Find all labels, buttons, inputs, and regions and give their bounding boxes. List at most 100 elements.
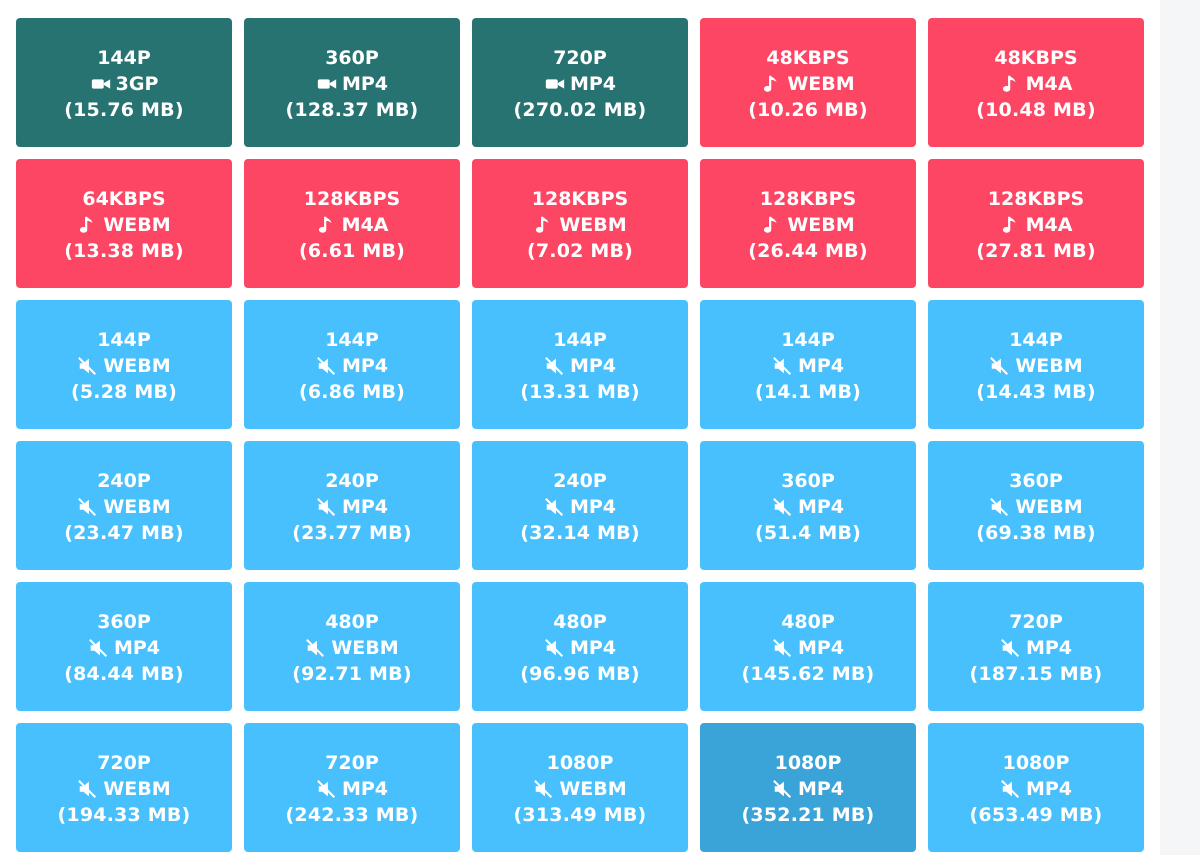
file-size-label: (194.33 MB) [57,803,191,826]
format-ext-label: MP4 [569,354,617,377]
muted-speaker-icon [772,638,794,658]
format-line: MP4 [316,776,388,802]
format-ext-label: M4A [1025,213,1073,236]
download-option-button[interactable]: 360P WEBM (69.38 MB) [928,441,1144,570]
file-size-label: (6.61 MB) [298,239,406,262]
download-option-button[interactable]: 128KBPS M4A (6.61 MB) [244,159,460,288]
file-size-label: (313.49 MB) [513,803,647,826]
format-ext-label: MP4 [797,636,845,659]
format-ext-label: WEBM [1015,495,1083,518]
download-option-button[interactable]: 360P MP4 (128.37 MB) [244,18,460,147]
download-option-button[interactable]: 48KBPS M4A (10.48 MB) [928,18,1144,147]
file-size-label: (6.86 MB) [298,380,406,403]
download-option-button[interactable]: 480P MP4 (145.62 MB) [700,582,916,711]
download-options-panel: 144P 3GP (15.76 MB) 360P MP4 (128.37 MB) 720P M… [16,18,1144,852]
file-size-label: (5.28 MB) [70,380,178,403]
music-note-icon [533,215,555,235]
download-option-button[interactable]: 64KBPS WEBM (13.38 MB) [16,159,232,288]
format-ext-label: MP4 [569,495,617,518]
muted-speaker-icon [544,638,566,658]
format-ext-label: WEBM [1015,354,1083,377]
music-note-icon [77,215,99,235]
quality-label: 360P [1009,469,1063,492]
quality-label: 720P [553,46,607,69]
download-option-button[interactable]: 128KBPS M4A (27.81 MB) [928,159,1144,288]
quality-label: 1080P [1002,751,1070,774]
download-option-button[interactable]: 720P MP4 (270.02 MB) [472,18,688,147]
quality-label: 240P [97,469,151,492]
download-option-button[interactable]: 128KBPS WEBM (26.44 MB) [700,159,916,288]
quality-label: 128KBPS [303,187,401,210]
format-line: MP4 [316,494,388,520]
quality-label: 360P [325,46,379,69]
download-option-button[interactable]: 144P WEBM (14.43 MB) [928,300,1144,429]
quality-label: 720P [97,751,151,774]
format-line: MP4 [544,494,616,520]
format-ext-label: M4A [341,213,389,236]
format-line: MP4 [1000,776,1072,802]
download-option-button[interactable]: 1080P MP4 (352.21 MB) [700,723,916,852]
file-size-label: (92.71 MB) [292,662,412,685]
format-ext-label: WEBM [787,213,855,236]
format-line: MP4 [772,635,844,661]
format-line: WEBM [77,494,171,520]
download-option-button[interactable]: 360P MP4 (84.44 MB) [16,582,232,711]
download-option-button[interactable]: 144P MP4 (13.31 MB) [472,300,688,429]
file-size-label: (14.1 MB) [754,380,862,403]
format-line: MP4 [544,635,616,661]
file-size-label: (23.47 MB) [64,521,184,544]
file-size-label: (10.48 MB) [976,98,1096,121]
quality-label: 64KBPS [82,187,166,210]
download-option-button[interactable]: 480P WEBM (92.71 MB) [244,582,460,711]
quality-label: 144P [553,328,607,351]
quality-label: 480P [553,610,607,633]
muted-speaker-icon [1000,779,1022,799]
file-size-label: (270.02 MB) [513,98,647,121]
download-option-button[interactable]: 1080P WEBM (313.49 MB) [472,723,688,852]
format-ext-label: 3GP [115,72,159,95]
muted-speaker-icon [1000,638,1022,658]
format-ext-label: WEBM [559,777,627,800]
download-option-button[interactable]: 240P MP4 (32.14 MB) [472,441,688,570]
format-line: MP4 [88,635,160,661]
download-option-button[interactable]: 720P MP4 (242.33 MB) [244,723,460,852]
quality-label: 240P [325,469,379,492]
format-ext-label: MP4 [341,354,389,377]
file-size-label: (96.96 MB) [520,662,640,685]
format-line: MP4 [772,353,844,379]
format-ext-label: MP4 [797,777,845,800]
download-option-button[interactable]: 144P MP4 (14.1 MB) [700,300,916,429]
format-line: 3GP [90,71,159,97]
format-ext-label: MP4 [341,777,389,800]
file-size-label: (7.02 MB) [526,239,634,262]
download-option-button[interactable]: 360P MP4 (51.4 MB) [700,441,916,570]
format-line: WEBM [533,212,627,238]
file-size-label: (352.21 MB) [741,803,875,826]
download-option-button[interactable]: 128KBPS WEBM (7.02 MB) [472,159,688,288]
download-option-button[interactable]: 720P WEBM (194.33 MB) [16,723,232,852]
muted-speaker-icon [316,779,338,799]
format-ext-label: WEBM [559,213,627,236]
quality-label: 480P [325,610,379,633]
format-line: M4A [1000,71,1072,97]
download-option-button[interactable]: 144P 3GP (15.76 MB) [16,18,232,147]
format-ext-label: WEBM [103,495,171,518]
download-option-button[interactable]: 1080P MP4 (653.49 MB) [928,723,1144,852]
quality-label: 480P [781,610,835,633]
download-option-button[interactable]: 144P MP4 (6.86 MB) [244,300,460,429]
download-option-button[interactable]: 240P MP4 (23.77 MB) [244,441,460,570]
muted-speaker-icon [772,497,794,517]
muted-speaker-icon [305,638,327,658]
muted-speaker-icon [77,356,99,376]
download-option-button[interactable]: 480P MP4 (96.96 MB) [472,582,688,711]
download-option-button[interactable]: 240P WEBM (23.47 MB) [16,441,232,570]
quality-label: 128KBPS [987,187,1085,210]
format-ext-label: WEBM [103,354,171,377]
download-option-button[interactable]: 144P WEBM (5.28 MB) [16,300,232,429]
muted-speaker-icon [772,779,794,799]
download-option-button[interactable]: 720P MP4 (187.15 MB) [928,582,1144,711]
format-ext-label: MP4 [341,72,389,95]
format-ext-label: MP4 [569,636,617,659]
download-option-button[interactable]: 48KBPS WEBM (10.26 MB) [700,18,916,147]
file-size-label: (10.26 MB) [748,98,868,121]
